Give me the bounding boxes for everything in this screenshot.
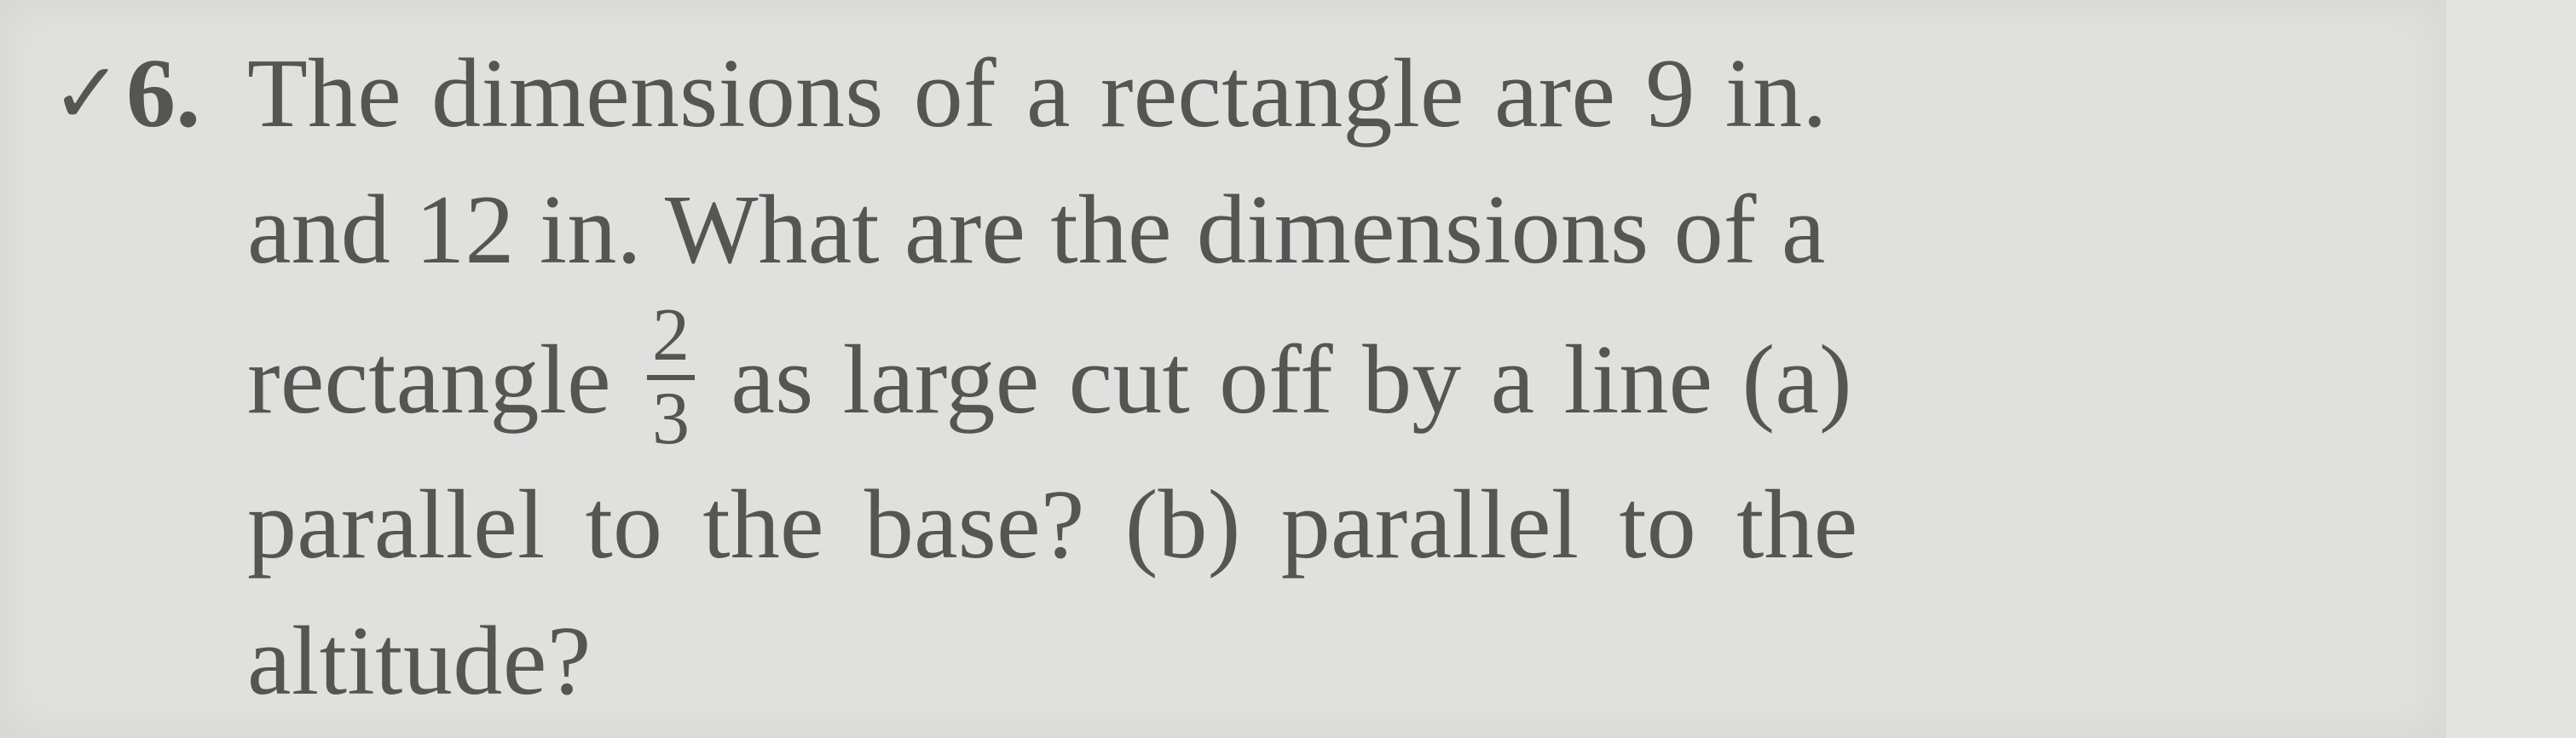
textbook-page: ✓6. The dimensions of a rectangle are 9 …: [0, 0, 2446, 738]
text-line-3a: rectangle: [247, 326, 640, 435]
text-line-3b: as large cut off by a line (a): [702, 326, 1852, 435]
text-line-3: rectangle 23 as large cut off by a line …: [247, 298, 2395, 457]
problem-text: The dimensions of a rectangle are 9 in. …: [247, 26, 2395, 729]
checkmark-icon: ✓: [51, 47, 123, 141]
fraction-two-thirds: 23: [647, 298, 695, 457]
text-line-1: The dimensions of a rectangle are 9 in.: [247, 26, 2395, 162]
problem-number: 6: [126, 39, 176, 148]
problem-period: .: [176, 39, 200, 148]
text-line-2: and 12 in. What are the dimensions of a: [247, 162, 2395, 298]
fraction-numerator: 2: [647, 298, 695, 375]
problem-marker: ✓6.: [51, 26, 247, 162]
text-line-4: parallel to the base? (b) parallel to th…: [247, 457, 2395, 593]
fraction-denominator: 3: [647, 375, 695, 457]
text-line-5: altitude?: [247, 593, 2395, 729]
problem-6: ✓6. The dimensions of a rectangle are 9 …: [51, 26, 2395, 729]
